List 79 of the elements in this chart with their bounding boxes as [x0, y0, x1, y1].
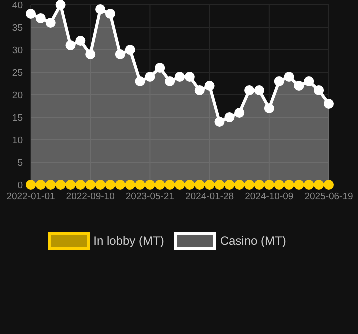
point [284, 72, 294, 82]
point [314, 180, 324, 190]
point [155, 180, 166, 190]
legend-label: In lobby (MT) [94, 234, 164, 248]
x-tick-label: 2024-10-09 [245, 192, 294, 203]
x-tick-label: 2022-09-10 [66, 192, 115, 203]
point [56, 0, 66, 10]
point [135, 180, 146, 190]
point [184, 180, 195, 190]
point [145, 72, 156, 82]
point [135, 76, 146, 86]
x-tick-label: 2024-01-28 [185, 192, 234, 203]
point [264, 180, 274, 190]
point [46, 18, 56, 28]
point [234, 108, 245, 118]
point [36, 180, 46, 190]
y-tick-label: 0 [18, 180, 23, 192]
point [304, 76, 314, 86]
point [46, 180, 56, 190]
point [86, 50, 96, 60]
point [36, 14, 46, 24]
point [284, 180, 294, 190]
y-tick-label: 20 [12, 90, 23, 102]
y-tick-label: 5 [18, 158, 23, 169]
point [96, 180, 106, 190]
point [66, 40, 76, 50]
point [105, 180, 116, 190]
point [264, 104, 274, 114]
x-tick-label: 2022-01-01 [6, 192, 56, 203]
legend-label: Casino (MT) [220, 234, 286, 248]
point [254, 86, 264, 96]
point [26, 180, 36, 190]
point [254, 180, 264, 190]
point [76, 36, 86, 46]
point [155, 63, 166, 73]
y-tick-label: 25 [12, 68, 23, 79]
point [145, 180, 156, 190]
point [224, 180, 235, 190]
point [56, 180, 66, 190]
point [165, 180, 176, 190]
y-tick-label: 40 [12, 0, 23, 12]
y-tick-label: 35 [12, 22, 23, 34]
y-tick-label: 15 [12, 112, 23, 124]
point [214, 180, 225, 190]
y-tick-label: 30 [12, 45, 23, 56]
point [96, 4, 106, 14]
point [125, 45, 136, 55]
point [294, 180, 304, 190]
point [234, 180, 245, 190]
point [125, 180, 136, 190]
point [194, 86, 205, 96]
point [314, 86, 324, 96]
point [76, 180, 86, 190]
point [194, 180, 205, 190]
point [105, 9, 116, 19]
point [304, 180, 314, 190]
point [66, 180, 76, 190]
point [214, 117, 225, 127]
point [244, 180, 255, 190]
point [184, 72, 195, 82]
point [165, 76, 176, 86]
point [324, 99, 334, 109]
point [274, 76, 284, 86]
point [26, 9, 36, 19]
point [324, 180, 334, 190]
point [294, 81, 304, 91]
point [204, 81, 215, 91]
x-tick-label: 2025-06-19 [304, 192, 354, 203]
point [274, 180, 284, 190]
point [224, 112, 235, 122]
point [86, 180, 96, 190]
point [244, 86, 255, 96]
point [204, 180, 215, 190]
point [115, 180, 126, 190]
x-tick-label: 2023-05-21 [126, 192, 175, 203]
y-tick-label: 10 [12, 135, 23, 146]
point [115, 50, 126, 60]
point [175, 180, 185, 190]
point [175, 72, 185, 82]
